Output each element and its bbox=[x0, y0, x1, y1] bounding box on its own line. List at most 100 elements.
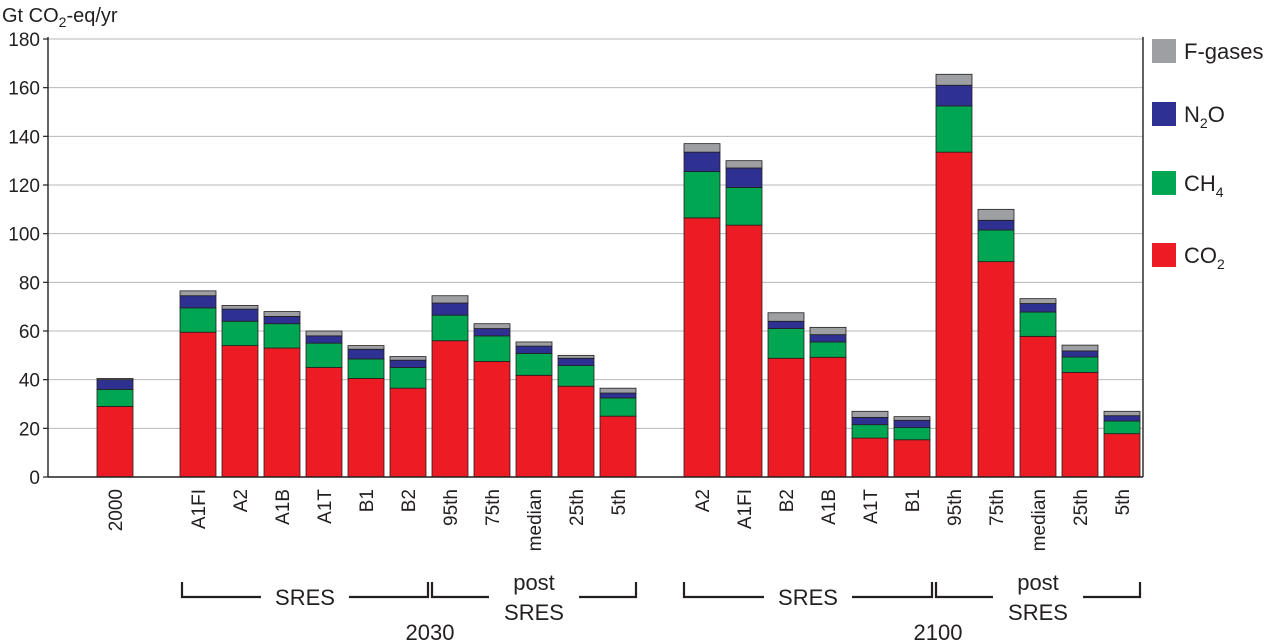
bar-segment-co2 bbox=[893, 439, 931, 478]
bar-segment-n2o bbox=[473, 328, 511, 337]
x-tick-label: 5th bbox=[1113, 489, 1134, 515]
x-tick-label: median bbox=[1029, 489, 1050, 551]
bar-segment-n2o bbox=[977, 219, 1015, 231]
bar-segment-n2o bbox=[1019, 303, 1057, 313]
label-gap bbox=[489, 585, 579, 605]
bar-segment-ch4 bbox=[305, 342, 343, 368]
y-axis-label: Gt CO2-eq/yr bbox=[2, 5, 118, 30]
label-gap bbox=[261, 585, 349, 605]
bar-segment-f-gases bbox=[557, 354, 595, 359]
x-tick-label: A1T bbox=[861, 489, 882, 524]
bar-segment-f-gases bbox=[305, 330, 343, 337]
legend: F-gases N2O CH4 CO2 bbox=[1152, 39, 1263, 272]
bar-segment-ch4 bbox=[683, 171, 721, 219]
x-tick-label: B2 bbox=[399, 489, 420, 512]
bar-segment-co2 bbox=[473, 361, 511, 478]
group-brackets: SRES post SRES SRES post SRES 2030 2100 bbox=[180, 570, 1142, 644]
bar-segment-f-gases bbox=[935, 73, 973, 86]
bar-segment-ch4 bbox=[809, 341, 847, 358]
bar-segment-ch4 bbox=[389, 367, 427, 389]
y-tick-label: 20 bbox=[19, 419, 40, 440]
legend-label-co2: CO2 bbox=[1184, 243, 1225, 272]
x-tick-label: 75th bbox=[483, 489, 504, 526]
x-tick-label: median bbox=[525, 489, 546, 551]
bar-segment-f-gases bbox=[515, 341, 553, 347]
axes bbox=[47, 37, 1144, 478]
year-label-2100: 2100 bbox=[914, 620, 963, 644]
bar-segment-n2o bbox=[1061, 350, 1099, 358]
bar-segment-co2 bbox=[1061, 371, 1099, 478]
x-tick-label: A1T bbox=[315, 489, 336, 524]
bars bbox=[96, 73, 1141, 478]
bar-segment-n2o bbox=[179, 295, 217, 309]
bar-segment-ch4 bbox=[725, 187, 763, 226]
bar-segment-ch4 bbox=[263, 323, 301, 349]
bar-segment-ch4 bbox=[221, 320, 259, 346]
legend-swatch-ch4 bbox=[1152, 171, 1176, 195]
bar-segment-n2o bbox=[683, 151, 721, 173]
bar-segment-co2 bbox=[851, 437, 889, 478]
bar-segment-f-gases bbox=[725, 160, 763, 169]
bar-segment-f-gases bbox=[179, 290, 217, 297]
bar-segment-n2o bbox=[221, 308, 259, 322]
bar-segment-n2o bbox=[515, 345, 553, 354]
x-tick-label: 95th bbox=[441, 489, 462, 526]
bar-segment-f-gases bbox=[96, 378, 134, 381]
bar-segment-ch4 bbox=[431, 314, 469, 342]
bar-segment-n2o bbox=[809, 334, 847, 343]
bar-segment-co2 bbox=[389, 387, 427, 478]
label-gap bbox=[764, 585, 852, 605]
bar-segment-ch4 bbox=[557, 365, 595, 387]
x-tick-label: B2 bbox=[777, 489, 798, 512]
bar-segment-co2 bbox=[725, 224, 763, 478]
group-label-post-sres-2100: SRES bbox=[1008, 600, 1068, 625]
bar-segment-f-gases bbox=[809, 326, 847, 336]
bar-segment-n2o bbox=[305, 335, 343, 344]
bar-segment-f-gases bbox=[1019, 298, 1057, 304]
x-tick-labels: 2000 A1FI A2 A1B A1T B1 B2 95th 75th median 25th 5t… bbox=[106, 489, 1134, 552]
bar-segment-f-gases bbox=[893, 416, 931, 421]
bar-segment-n2o bbox=[767, 320, 805, 329]
bar-segment-co2 bbox=[347, 378, 385, 478]
group-label-post-sres-2030: SRES bbox=[504, 600, 564, 625]
bar-segment-f-gases bbox=[683, 143, 721, 153]
bar-segment-f-gases bbox=[221, 305, 259, 310]
x-tick-label: A2 bbox=[231, 489, 252, 512]
x-tick-label: 95th bbox=[945, 489, 966, 526]
y-tick-label: 160 bbox=[8, 79, 40, 100]
bar-segment-f-gases bbox=[347, 345, 385, 350]
bar-segment-co2 bbox=[1019, 335, 1057, 478]
bar-segment-f-gases bbox=[431, 295, 469, 304]
bar-segment-ch4 bbox=[893, 427, 931, 441]
bar-segment-f-gases bbox=[767, 312, 805, 322]
bar-segment-f-gases bbox=[1103, 410, 1141, 417]
legend-swatch-co2 bbox=[1152, 243, 1176, 267]
bar-segment-n2o bbox=[851, 416, 889, 426]
bar-segment-f-gases bbox=[473, 323, 511, 329]
year-label-2030: 2030 bbox=[406, 620, 455, 644]
bar-segment-ch4 bbox=[1019, 311, 1057, 337]
y-tick-label: 140 bbox=[8, 127, 40, 148]
bar-segment-n2o bbox=[557, 357, 595, 366]
bar-segment-n2o bbox=[599, 392, 637, 399]
bar-segment-co2 bbox=[96, 406, 134, 478]
bar-segment-co2 bbox=[515, 374, 553, 478]
group-label-sres-2030: SRES bbox=[275, 585, 335, 610]
bar-segment-f-gases bbox=[263, 311, 301, 317]
bar-segment-f-gases bbox=[851, 410, 889, 418]
x-tick-label: B1 bbox=[903, 489, 924, 512]
x-tick-label: 25th bbox=[567, 489, 588, 526]
bar-segment-co2 bbox=[1103, 433, 1141, 478]
bar-segment-ch4 bbox=[767, 328, 805, 359]
bar-segment-co2 bbox=[221, 345, 259, 478]
y-tick-labels: 0 20 40 60 80 100 120 140 160 180 bbox=[8, 30, 48, 489]
x-tick-label: A1B bbox=[273, 489, 294, 525]
bar-segment-co2 bbox=[767, 357, 805, 478]
label-gap bbox=[993, 585, 1083, 605]
bar-segment-n2o bbox=[263, 315, 301, 325]
x-tick-label: A1B bbox=[819, 489, 840, 525]
x-tick-label: 75th bbox=[987, 489, 1008, 526]
bar-segment-n2o bbox=[893, 419, 931, 429]
legend-swatch-n2o bbox=[1152, 102, 1176, 126]
